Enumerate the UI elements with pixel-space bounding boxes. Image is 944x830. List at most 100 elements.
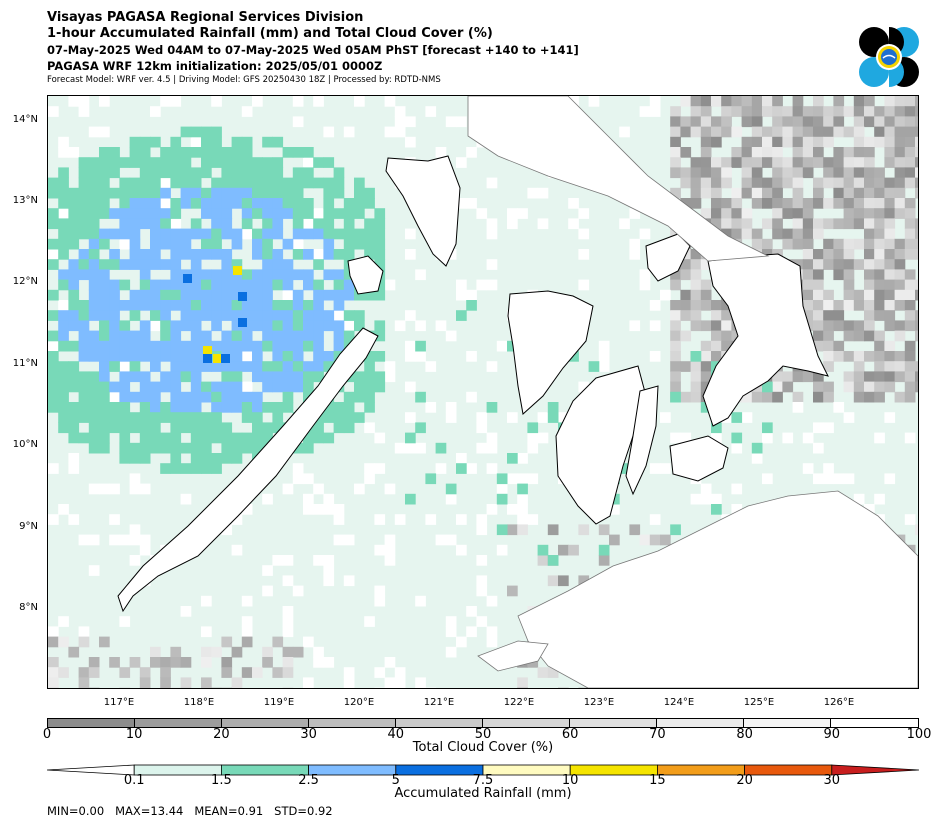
rain-cell (333, 269, 345, 281)
rain-cell (231, 177, 243, 189)
rain-cell (88, 157, 100, 168)
cloud-cell (721, 320, 732, 332)
rain-cell (547, 412, 559, 423)
cloud-cell (782, 228, 794, 240)
cloud-cell (782, 198, 794, 209)
cloud-cell (915, 371, 918, 383)
rain-cell (354, 228, 365, 240)
cloud-cell (241, 504, 253, 515)
cloud-cell (700, 340, 712, 352)
rain-cell (48, 177, 59, 189)
rain-cell (109, 208, 120, 219)
cloud-cell (680, 116, 692, 128)
rain-cell (252, 432, 263, 444)
cloud-cell (374, 585, 386, 597)
cloud-cell (915, 218, 918, 230)
cloud-cell (833, 269, 845, 281)
rain-cell (221, 157, 233, 168)
lon-label-121: 121°E (423, 697, 455, 708)
cloud-cell (292, 96, 304, 107)
rain-cell (241, 279, 253, 291)
cloud-cell (813, 116, 824, 128)
cloud-cell (170, 218, 182, 230)
rain-cell (88, 187, 100, 199)
cloud-cell (762, 391, 773, 403)
cloud-cell (486, 595, 498, 607)
rain-cell (241, 320, 253, 332)
cloud-cell (751, 147, 763, 158)
rain-cell (211, 300, 222, 311)
cloud-cell (680, 198, 692, 209)
rain-cell (211, 208, 222, 219)
rain-cell (343, 422, 355, 434)
rain-cell (170, 208, 182, 219)
rain-cell (129, 330, 141, 342)
rain-cell (201, 208, 212, 219)
cloud-cell (874, 279, 885, 291)
rain-cell (272, 198, 284, 209)
rain-cell (313, 218, 324, 230)
cloud-cell (88, 483, 100, 495)
cloud-cell (201, 626, 212, 638)
cloud-cell (843, 279, 855, 291)
cloud-cell (476, 422, 488, 434)
cloud-cell (853, 493, 865, 505)
cloud-cell (333, 504, 345, 515)
rain-cell (139, 422, 151, 434)
rain-cell (496, 493, 508, 505)
rain-cell (68, 187, 80, 199)
rain-cell (670, 391, 681, 403)
cloud-cell (772, 198, 783, 209)
rain-cell (150, 218, 161, 230)
rain-cell (190, 126, 202, 138)
cloud-cell (884, 259, 896, 270)
cloud-cell (874, 238, 885, 250)
cloud-cell (680, 432, 692, 444)
rain-cell (129, 249, 141, 260)
rain-cell (221, 432, 233, 444)
cloud-cell (384, 544, 396, 556)
rain-cell (88, 402, 100, 413)
cloud-cell (517, 473, 528, 485)
rain-cell (68, 279, 80, 291)
rain-cell (170, 289, 182, 301)
rain-cell (129, 300, 141, 311)
cloud-cell (762, 96, 773, 107)
rain-cell (180, 289, 192, 301)
rain-cell (201, 391, 212, 403)
rain-cell (303, 320, 314, 332)
cloud-cell (578, 279, 590, 291)
rain-cell (292, 371, 304, 383)
cloud-cell (660, 412, 671, 423)
cloud-cell (853, 320, 865, 332)
cloud-cell (853, 187, 865, 199)
cloud-cell (578, 228, 590, 240)
rain-cell (68, 340, 80, 352)
rain-cell (99, 187, 110, 199)
cloud-cell (904, 218, 916, 230)
cloud-cell (568, 198, 579, 209)
cloud-cell (864, 157, 875, 168)
rain-cell (221, 289, 233, 301)
cloud-cell (711, 351, 722, 362)
cloud-cell (904, 310, 916, 321)
cloud-cell (853, 330, 865, 342)
cloud-cell (486, 228, 498, 240)
cloud-cell (527, 514, 539, 525)
cloud-cell (139, 667, 151, 678)
rain-cell (88, 340, 100, 352)
rain-cell (201, 147, 212, 158)
rain-cell (252, 238, 263, 250)
rain-cell (190, 432, 202, 444)
cloud-cell (833, 320, 845, 332)
rain-cell (619, 463, 630, 474)
cloud-cell (394, 116, 406, 128)
cloud-cell (884, 279, 896, 291)
cloud-cell (670, 340, 681, 352)
cloud-cell (58, 667, 69, 678)
rain-cell (252, 289, 263, 301)
rain-cell (109, 340, 120, 352)
lon-label-126: 126°E (823, 697, 855, 708)
rain-cell (711, 504, 722, 515)
rain-cell (109, 157, 120, 168)
